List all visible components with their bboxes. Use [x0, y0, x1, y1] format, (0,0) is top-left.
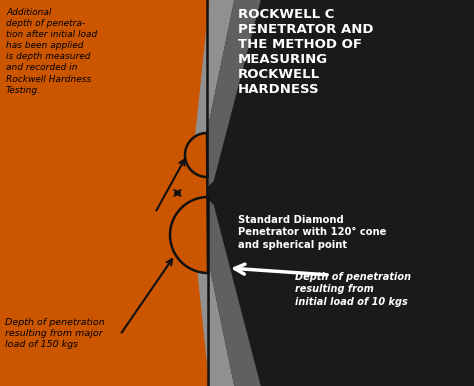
Bar: [210, 0, 474, 386]
Text: Additional
depth of penetra-
tion after initial load
has been applied
is depth m: Additional depth of penetra- tion after …: [6, 8, 97, 95]
Polygon shape: [0, 0, 208, 386]
Text: ROCKWELL C
PENETRATOR AND
THE METHOD OF
MEASURING
ROCKWELL
HARDNESS: ROCKWELL C PENETRATOR AND THE METHOD OF …: [238, 8, 374, 96]
Text: Depth of penetration
resulting from
initial load of 10 kgs: Depth of penetration resulting from init…: [295, 272, 411, 307]
Polygon shape: [190, 0, 240, 191]
Text: Standard Diamond
Penetrator with 120° cone
and spherical point: Standard Diamond Penetrator with 120° co…: [238, 215, 386, 250]
Polygon shape: [195, 193, 260, 386]
Bar: [0, 0, 230, 386]
Text: Depth of penetration
resulting from major
load of 150 kgs: Depth of penetration resulting from majo…: [5, 318, 105, 349]
Polygon shape: [195, 0, 474, 386]
Polygon shape: [195, 0, 260, 193]
Polygon shape: [190, 195, 240, 386]
